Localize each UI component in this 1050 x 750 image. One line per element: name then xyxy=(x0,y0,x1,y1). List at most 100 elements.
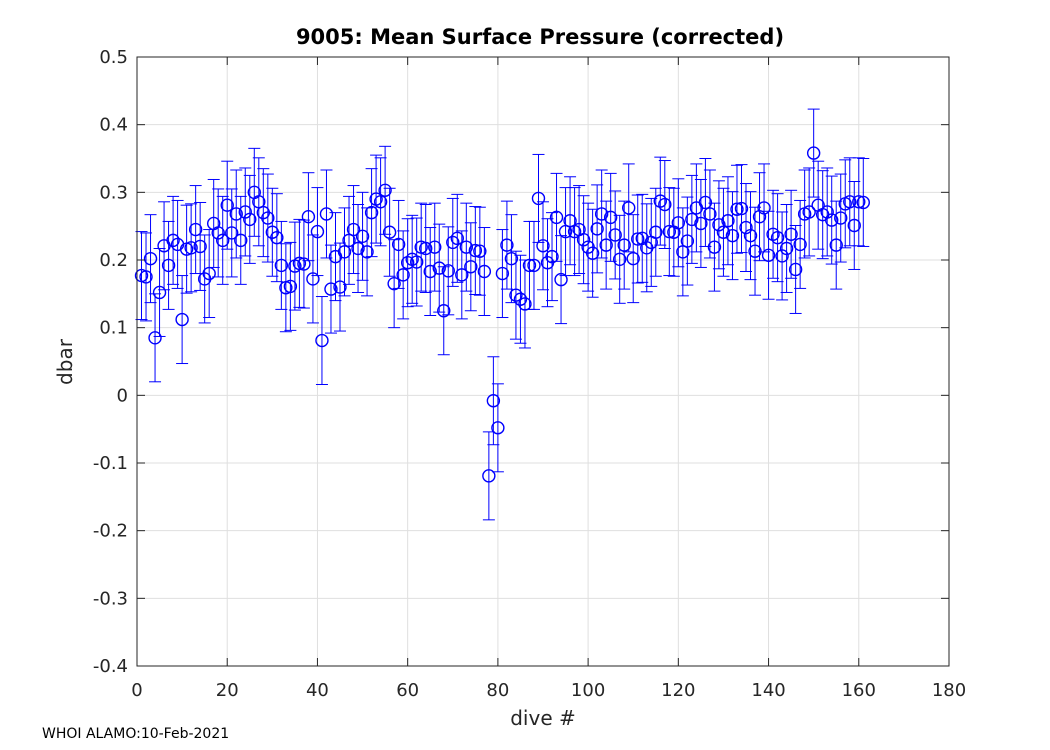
data-point xyxy=(770,230,785,245)
data-point xyxy=(211,226,225,240)
data-point xyxy=(301,209,316,224)
data-point xyxy=(698,195,713,210)
data-point xyxy=(549,210,564,225)
data-markers xyxy=(134,146,870,483)
data-point xyxy=(509,288,523,302)
data-point xyxy=(270,230,284,245)
chart-title: 9005: Mean Surface Pressure (corrected) xyxy=(296,25,784,49)
data-point xyxy=(143,251,158,266)
y-tick-label: 0.2 xyxy=(99,250,128,271)
data-point xyxy=(216,233,230,248)
data-point xyxy=(500,238,514,252)
data-point xyxy=(852,195,866,209)
data-point xyxy=(834,211,848,225)
data-point xyxy=(527,258,541,273)
error-bars xyxy=(135,108,870,521)
data-point xyxy=(608,228,622,242)
data-point xyxy=(152,285,167,300)
data-point xyxy=(757,201,771,215)
y-tick-label: 0.3 xyxy=(99,182,128,203)
x-tick-label: 80 xyxy=(486,680,509,701)
data-point xyxy=(243,212,257,227)
data-point xyxy=(225,226,239,240)
data-point xyxy=(730,202,744,216)
data-point xyxy=(382,225,397,239)
data-point xyxy=(612,252,627,267)
data-point xyxy=(432,261,446,275)
data-point xyxy=(662,224,677,239)
data-point xyxy=(423,264,437,279)
data-point xyxy=(626,251,640,266)
data-point xyxy=(594,207,609,221)
x-tick-label: 160 xyxy=(842,680,876,701)
data-point xyxy=(622,201,636,215)
data-point xyxy=(829,238,843,252)
data-point xyxy=(446,235,460,250)
y-tick-label: 0.5 xyxy=(99,47,128,68)
data-point xyxy=(590,222,604,236)
data-point xyxy=(779,241,794,256)
data-point xyxy=(396,268,410,282)
data-point xyxy=(653,194,667,208)
data-point xyxy=(843,195,857,209)
data-point xyxy=(806,146,821,160)
data-point xyxy=(459,240,474,254)
data-point xyxy=(761,248,776,262)
data-point xyxy=(536,239,550,253)
data-point xyxy=(319,207,334,221)
data-point xyxy=(725,228,740,243)
data-point xyxy=(752,209,767,224)
data-point xyxy=(315,333,329,348)
data-point xyxy=(428,240,442,254)
data-point xyxy=(545,249,559,264)
data-point xyxy=(351,241,365,256)
data-point xyxy=(531,191,546,206)
data-point xyxy=(337,245,352,259)
data-point xyxy=(748,244,762,258)
data-point xyxy=(188,222,203,237)
data-point xyxy=(310,224,325,239)
axis-ticks xyxy=(136,56,950,667)
data-point xyxy=(333,280,347,294)
data-point xyxy=(306,272,320,286)
data-point xyxy=(707,240,722,254)
data-point xyxy=(184,241,198,255)
y-tick-label: -0.4 xyxy=(93,656,128,677)
data-point xyxy=(229,207,243,221)
y-tick-label: 0.1 xyxy=(99,318,128,339)
y-tick-label: -0.3 xyxy=(93,588,128,609)
data-point xyxy=(513,292,528,306)
data-point xyxy=(175,312,189,327)
data-point xyxy=(599,238,613,252)
data-point xyxy=(685,212,699,227)
y-tick-label: -0.1 xyxy=(93,453,128,474)
data-point xyxy=(739,220,753,235)
y-tick-labels: -0.4 -0.3 -0.2 -0.1 0 0.1 0.2 0.3 0.4 0.5 xyxy=(93,47,128,677)
data-point xyxy=(576,232,591,247)
data-point xyxy=(784,227,798,241)
data-point xyxy=(139,270,153,284)
data-point xyxy=(518,297,532,311)
x-tick-label: 0 xyxy=(131,680,142,701)
data-point xyxy=(694,216,708,231)
data-point xyxy=(603,210,618,225)
y-tick-label: 0.4 xyxy=(99,115,128,136)
data-point xyxy=(766,227,780,241)
data-point xyxy=(373,195,388,209)
data-point xyxy=(658,197,672,212)
data-point xyxy=(355,229,370,244)
data-point xyxy=(522,258,537,273)
data-point xyxy=(238,205,252,219)
x-tick-label: 40 xyxy=(306,680,329,701)
x-tick-label: 140 xyxy=(751,680,785,701)
data-point xyxy=(802,205,816,219)
data-point xyxy=(847,218,861,233)
data-point xyxy=(378,183,392,198)
data-point xyxy=(495,266,510,281)
data-point xyxy=(716,225,731,239)
data-point xyxy=(486,394,501,408)
data-point xyxy=(148,331,162,345)
data-point xyxy=(504,251,519,266)
data-point xyxy=(166,233,180,248)
data-point xyxy=(712,218,726,232)
